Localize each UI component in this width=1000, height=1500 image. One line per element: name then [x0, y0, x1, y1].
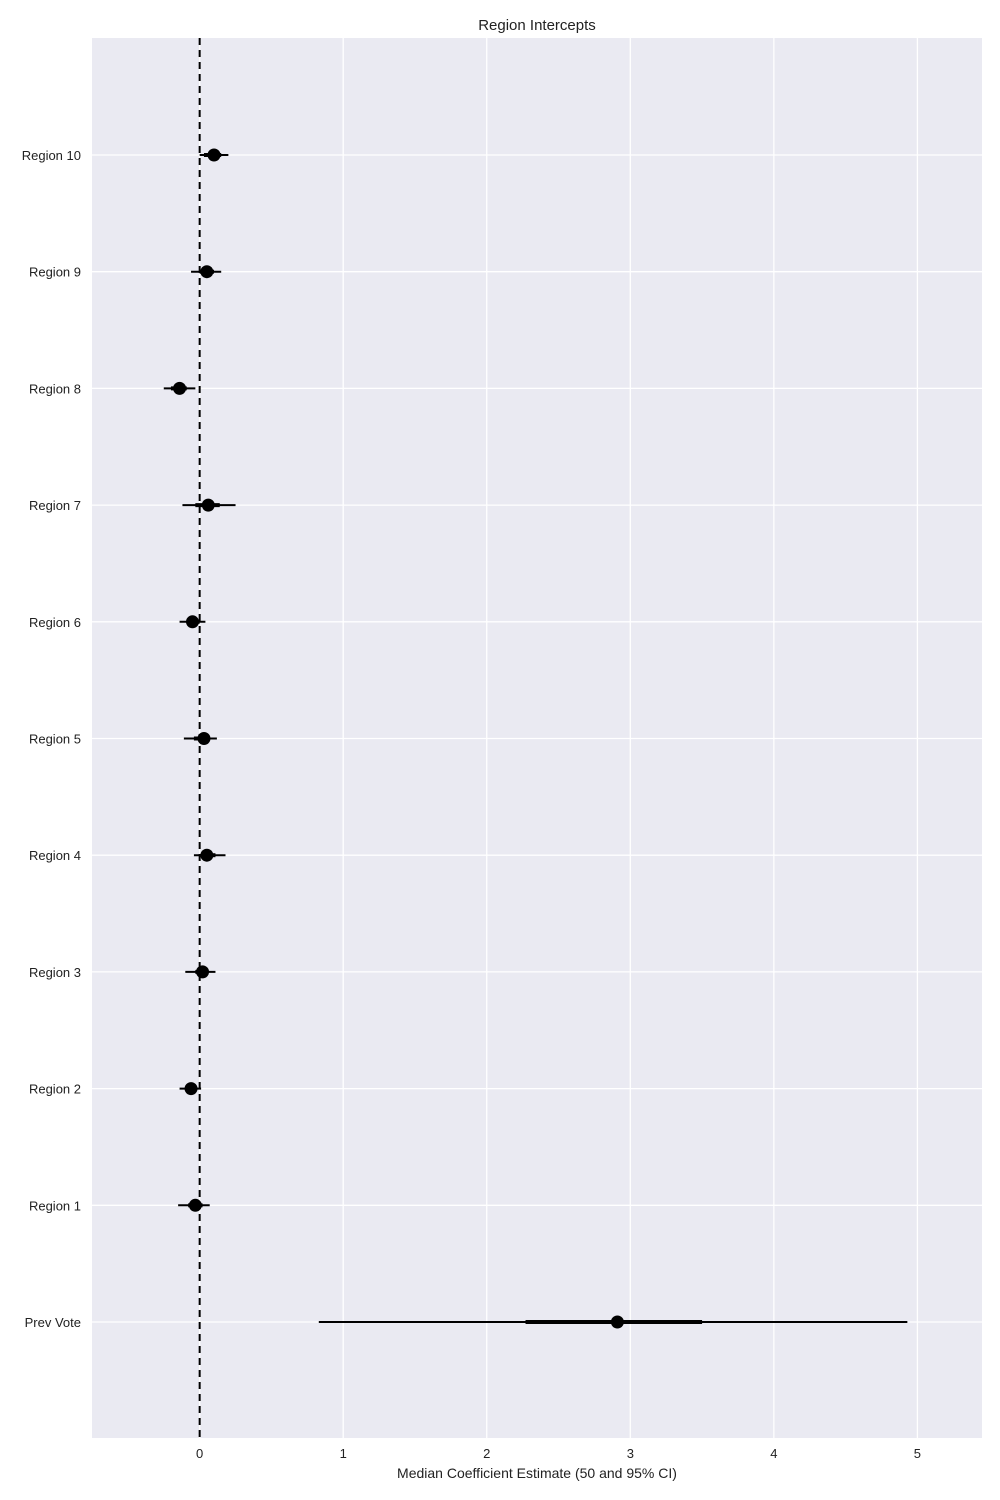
- y-tick-label-region-4: Region 4: [29, 848, 81, 863]
- y-tick-labels: Region 10 Region 9 Region 8 Region 7 Region …: [22, 148, 81, 1330]
- median-point-region-9: [200, 265, 214, 279]
- data-marks: [163, 148, 908, 1329]
- x-tick-label-4: 4: [770, 1446, 777, 1461]
- x-tick-label-1: 1: [340, 1446, 347, 1461]
- median-point-region-5: [197, 732, 211, 745]
- x-tick-label-2: 2: [483, 1446, 490, 1461]
- y-tick-label-region-6: Region 6: [29, 615, 81, 630]
- median-point-region-4: [200, 848, 214, 862]
- y-tick-label-region-5: Region 5: [29, 732, 81, 747]
- y-tick-label-region-1: Region 1: [29, 1198, 81, 1213]
- x-tick-label-5: 5: [914, 1446, 921, 1461]
- y-tick-label-region-3: Region 3: [29, 965, 81, 980]
- gridlines: [92, 38, 982, 1438]
- y-tick-label-region-8: Region 8: [29, 381, 81, 396]
- x-tick-label-0: 0: [196, 1446, 203, 1461]
- median-point-prev-vote: [610, 1315, 624, 1329]
- y-tick-label-region-7: Region 7: [29, 498, 81, 513]
- median-point-region-2: [184, 1082, 198, 1096]
- y-tick-label-region-10: Region 10: [22, 148, 81, 163]
- median-point-region-1: [188, 1198, 202, 1212]
- x-tick-label-3: 3: [627, 1446, 634, 1461]
- x-axis-label: Median Coefficient Estimate (50 and 95% …: [397, 1465, 677, 1481]
- median-point-region-6: [185, 615, 199, 629]
- median-point-region-7: [201, 498, 215, 512]
- median-point-region-3: [196, 965, 210, 979]
- median-point-region-10: [207, 148, 221, 162]
- median-point-region-8: [173, 381, 187, 395]
- y-tick-label-region-2: Region 2: [29, 1082, 81, 1097]
- y-tick-label-prev-vote: Prev Vote: [25, 1315, 81, 1330]
- y-tick-label-region-9: Region 9: [29, 265, 81, 280]
- chart-title: Region Intercepts: [478, 17, 596, 34]
- x-tick-labels: 0 1 2 3 4 5: [196, 1446, 921, 1461]
